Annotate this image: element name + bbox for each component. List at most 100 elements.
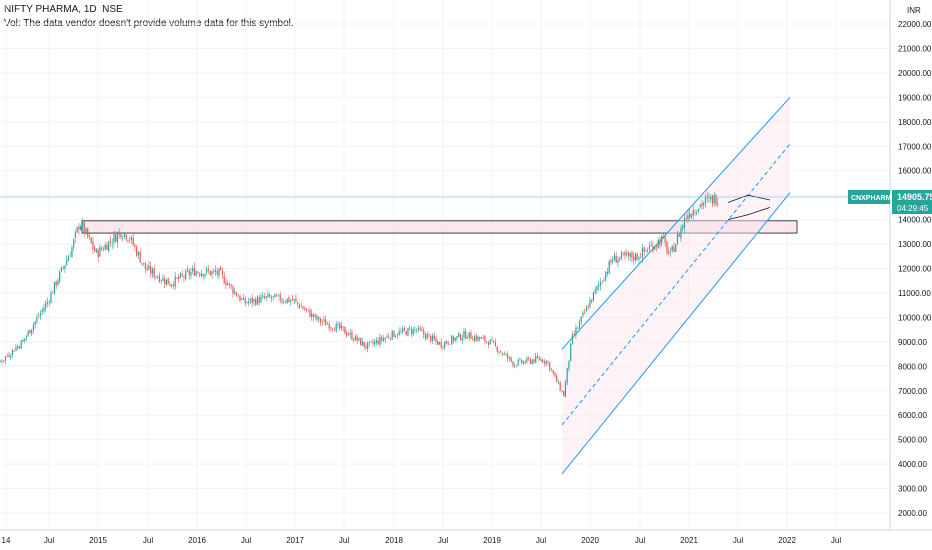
candle-body: [553, 370, 554, 373]
candle-body: [203, 274, 204, 276]
candle-body: [581, 317, 582, 322]
candle-body: [136, 247, 137, 256]
candle-body: [633, 257, 634, 260]
candle-body: [43, 308, 44, 311]
candle-body: [343, 326, 344, 327]
candle-body: [602, 281, 603, 282]
candle-body: [700, 205, 701, 208]
candle-body: [164, 279, 165, 283]
candle-body: [103, 249, 104, 250]
candle-body: [110, 241, 111, 242]
time-tick-label: Jul: [44, 536, 54, 545]
candle-body: [712, 195, 713, 204]
candle-body: [154, 268, 155, 277]
candle-body: [428, 334, 429, 335]
candle-body: [425, 334, 426, 339]
candle-body: [68, 257, 69, 261]
candle-body: [397, 335, 398, 336]
candle-body: [483, 337, 484, 338]
candle-body: [411, 330, 412, 334]
candle-body: [210, 271, 211, 275]
candle-body: [365, 346, 366, 348]
candle-body: [502, 353, 503, 354]
candle-body: [449, 344, 450, 345]
price-tick-label: 22000.00: [898, 20, 932, 29]
candle-body: [701, 203, 702, 205]
candle-body: [635, 253, 636, 261]
price-tick-label: 2000.00: [898, 509, 927, 518]
time-tick-label: 2016: [188, 536, 206, 545]
candle-body: [180, 273, 181, 277]
candle-body: [598, 285, 599, 287]
candle-body: [225, 282, 226, 285]
countdown-label: 04:29:45: [897, 204, 929, 213]
candle-body: [15, 347, 16, 351]
candle-body: [488, 343, 489, 346]
candle-body: [504, 354, 505, 355]
candle-body: [432, 336, 433, 341]
candle-body: [304, 309, 305, 310]
candle-body: [682, 226, 683, 229]
candle-body: [206, 269, 207, 273]
candle-body: [479, 337, 480, 339]
candle-body: [355, 336, 356, 341]
candle-body: [120, 233, 121, 237]
candle-body: [133, 238, 134, 245]
candle-body: [357, 337, 358, 341]
candle-body: [98, 250, 99, 257]
candle-body: [288, 297, 289, 302]
candle-body: [456, 336, 457, 339]
candle-body: [204, 274, 205, 276]
candle-body: [208, 270, 209, 271]
candle-body: [645, 250, 646, 251]
candle-body: [421, 330, 422, 331]
candle-body: [315, 315, 316, 317]
time-axis[interactable]: 14 Jul 2015 Jul 2016 Jul 2017 Jul 2018 Jul 2019 Jul…: [2, 536, 842, 545]
candle-body: [388, 337, 389, 338]
price-chart[interactable]: 22000.0021000.0020000.0019000.0018000.00…: [0, 0, 932, 550]
candle-body: [248, 302, 249, 303]
candle-body: [497, 347, 498, 352]
candle-body: [441, 342, 442, 348]
candle-body: [8, 355, 9, 357]
candle-body: [619, 257, 620, 259]
candle-body: [393, 331, 394, 337]
candle-body: [178, 277, 179, 279]
candle-body: [514, 365, 515, 366]
candle-body: [161, 280, 162, 281]
price-tick-label: 9000.00: [898, 338, 927, 347]
candle-body: [87, 228, 88, 236]
candle-body: [446, 341, 447, 343]
candle-body: [526, 358, 527, 362]
candle-body: [532, 360, 533, 364]
candle-body: [264, 297, 265, 298]
candle-body: [395, 336, 396, 337]
candle-body: [176, 278, 177, 279]
candle-body: [616, 256, 617, 263]
candle-body: [308, 309, 309, 310]
candle-body: [273, 296, 274, 297]
candle-body: [94, 248, 95, 252]
candle-body: [152, 269, 153, 274]
candle-body: [61, 267, 62, 271]
candle-body: [512, 361, 513, 365]
candle-body: [112, 243, 113, 244]
candle-body: [47, 302, 48, 304]
candle-body: [430, 336, 431, 342]
candle-body: [92, 241, 93, 248]
candle-body: [239, 296, 240, 301]
price-axis[interactable]: 22000.00 21000.00 20000.00 19000.00 18000.00…: [898, 20, 932, 518]
candle-body: [558, 382, 559, 383]
candle-body: [106, 245, 107, 250]
candle-body: [691, 214, 692, 218]
candle-body: [129, 239, 130, 240]
candle-body: [675, 244, 676, 252]
candle-body: [694, 212, 695, 213]
candle-body: [621, 253, 622, 259]
time-tick-label: Jul: [536, 536, 546, 545]
candle-body: [5, 356, 6, 360]
candle-body: [236, 292, 237, 295]
candle-body: [476, 336, 477, 341]
candle-body: [516, 366, 517, 367]
candle-body: [252, 297, 253, 303]
